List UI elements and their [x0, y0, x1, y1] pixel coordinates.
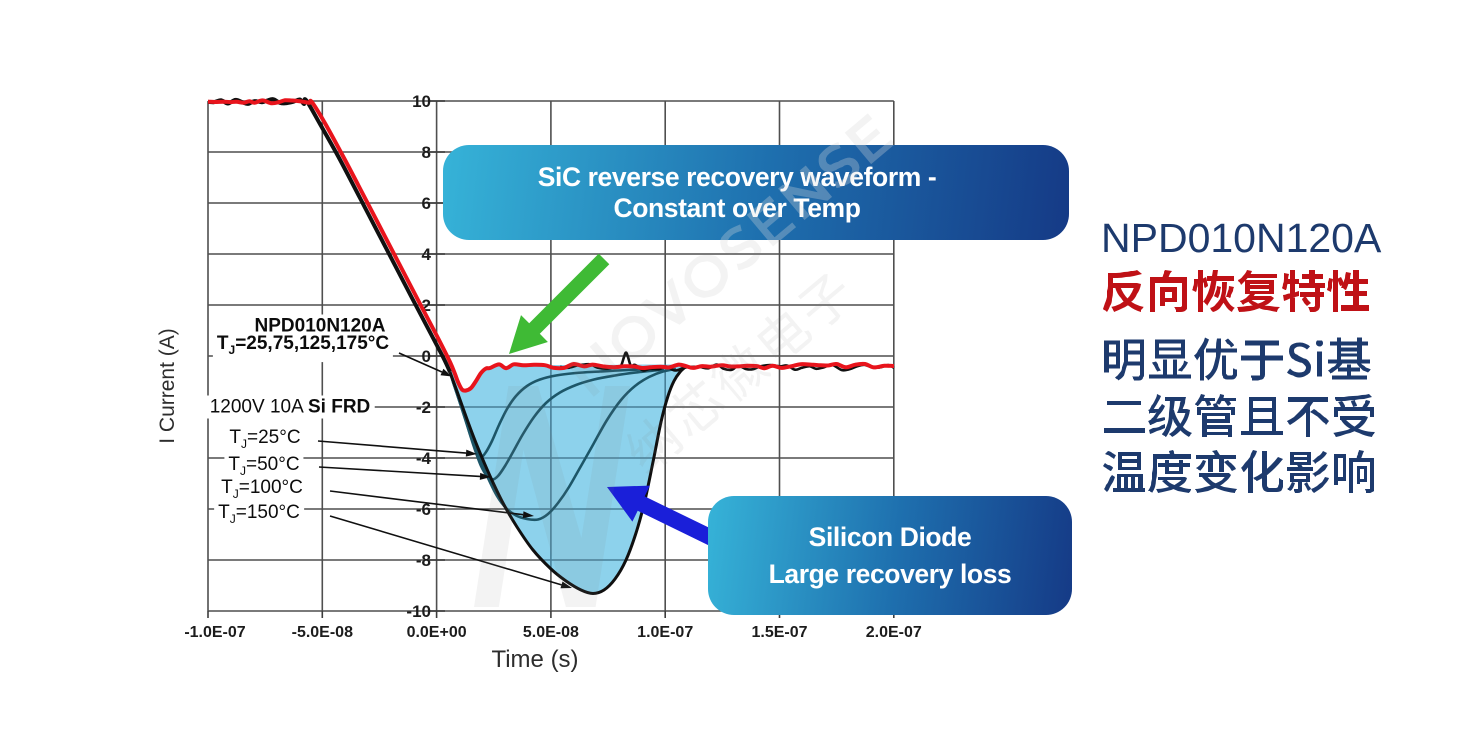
si-rating: 1200V 10A	[209, 396, 308, 418]
x-tick-label: 1.5E-07	[751, 624, 807, 641]
tj-temp-label: TJ=100°C	[217, 476, 307, 506]
right-panel-cjk	[1103, 270, 1375, 493]
tj-temp-label: TJ=150°C	[214, 501, 304, 531]
sic-callout-line1: SiC reverse recovery waveform -	[537, 161, 937, 192]
tj-prefix: T	[229, 426, 242, 448]
x-axis-title: Time (s)	[491, 646, 579, 673]
right-panel-body-line3	[1103, 450, 1374, 493]
si-frd-name: Si FRD	[307, 396, 371, 418]
subscript-j: J	[240, 463, 247, 478]
x-tick-label: -5.0E-08	[292, 624, 353, 641]
tj-value: =100°C	[238, 477, 303, 499]
tj-prefix: T	[218, 502, 230, 524]
tj-value: =150°C	[235, 502, 300, 524]
silicon-callout-line1: Silicon Diode	[808, 521, 972, 552]
right-panel-headline	[1103, 270, 1369, 312]
y-tick-label: -4	[416, 449, 432, 468]
right-panel-model: NPD010N120A	[1101, 215, 1382, 261]
axis-ticks	[207, 100, 895, 618]
y-tick-label: 10	[412, 92, 431, 111]
tj-value: =50°C	[246, 453, 300, 475]
y-tick-label: -2	[416, 398, 431, 417]
y-tick-label: 2	[422, 296, 431, 315]
y-tick-label: 4	[422, 245, 432, 264]
y-axis-tick-labels: 10 8 6 4 2 0 -2 -4 -6 -8 -10	[406, 92, 431, 621]
tj-prefix: T	[221, 477, 233, 499]
device-label-line2: TJ=25,75,125,175°C	[212, 332, 394, 362]
tj-prefix: T	[216, 333, 229, 355]
leader-lines	[317, 352, 562, 586]
y-axis-title: I Current (A)	[156, 328, 179, 444]
subscript-j: J	[241, 436, 248, 451]
y-tick-label: -10	[406, 602, 431, 621]
x-tick-label: -1.0E-07	[184, 624, 245, 641]
x-tick-label: 1.0E-07	[637, 624, 693, 641]
tj-value: =25°C	[247, 426, 301, 448]
y-tick-label: -6	[416, 500, 431, 519]
device-label-line1: NPD010N120A	[250, 314, 390, 338]
y-tick-label: 8	[422, 143, 431, 162]
subscript-j: J	[229, 511, 236, 526]
sic-callout: SiC reverse recovery waveform - Constant…	[443, 145, 1069, 240]
right-panel-body-line1	[1104, 337, 1371, 381]
silicon-callout: Silicon Diode Large recovery loss	[708, 496, 1072, 615]
si-frd-label: 1200V 10A Si FRD	[205, 395, 375, 419]
right-panel-body-line2	[1104, 394, 1375, 437]
x-tick-label: 2.0E-07	[866, 624, 922, 641]
x-axis-tick-labels: -1.0E-07 -5.0E-08 0.0E+00 5.0E-08 1.0E-0…	[184, 624, 922, 641]
subscript-j: J	[232, 486, 239, 501]
sic-callout-line2: Constant over Temp	[613, 192, 861, 223]
y-tick-label: 0	[422, 347, 431, 366]
tj-temp-label: TJ=25°C	[225, 425, 305, 456]
leader-arrows	[317, 352, 572, 589]
x-tick-label: 5.0E-08	[523, 624, 579, 641]
y-tick-label: 6	[422, 194, 431, 213]
green-arrow	[509, 253, 610, 354]
tj-values: =25,75,125,175°C	[235, 333, 390, 355]
x-tick-label: 0.0E+00	[407, 624, 467, 641]
tj-prefix: T	[228, 453, 241, 475]
silicon-callout-line2: Large recovery loss	[768, 558, 1012, 589]
subscript-j: J	[228, 342, 236, 357]
y-tick-label: -8	[416, 551, 431, 570]
